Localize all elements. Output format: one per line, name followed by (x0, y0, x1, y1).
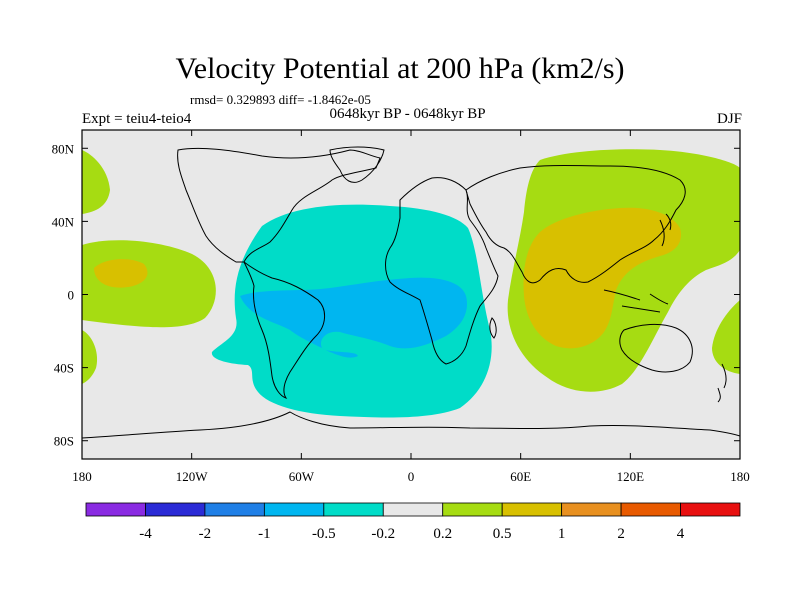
colorbar-swatch (680, 502, 741, 517)
colorbar-swatch (382, 502, 444, 517)
asia-indian-orange-region (523, 207, 682, 349)
west-edge-positive-south (82, 330, 98, 384)
colorbar-label: -4 (139, 526, 152, 542)
colorbar-label: 1 (558, 526, 566, 542)
axis-ticks: 180 120W 60W 0 60E 120E 180 80N 40N 0 40S 80S (52, 130, 750, 484)
lat-tick-label: 0 (68, 288, 75, 303)
colorbar-swatch (145, 502, 206, 517)
colorbar-label: -2 (199, 526, 212, 542)
antarctica-coast (82, 411, 740, 439)
colorbar-swatch (204, 502, 265, 517)
new-zealand-coast (717, 363, 727, 403)
madagascar-coast (489, 317, 497, 339)
lon-tick-label: 180 (72, 469, 92, 484)
lon-tick-label: 180 (730, 469, 750, 484)
colorbar-label: 4 (677, 526, 685, 542)
lat-tick-label: 40N (52, 214, 75, 229)
contour-fills (82, 149, 740, 418)
eurasia-coast (465, 165, 686, 284)
colorbar-label: -0.2 (371, 526, 395, 542)
season-label: DJF (716, 111, 742, 127)
lon-tick-label: 60W (289, 469, 315, 484)
lon-tick-label: 120W (176, 469, 209, 484)
lat-tick-label: 80S (54, 434, 74, 449)
colorbar-swatch (85, 502, 146, 517)
period-label: 0648kyr BP - 0648kyr BP (329, 106, 486, 122)
south-america-coast (243, 261, 325, 399)
australia-coast (619, 323, 693, 373)
colorbar-swatch (263, 502, 325, 517)
colorbar-swatch (442, 502, 503, 517)
colorbar-swatch (323, 502, 384, 517)
lat-tick-label: 40S (54, 361, 74, 376)
colorbar-label: 0.2 (433, 526, 452, 542)
lon-tick-label: 60E (510, 469, 531, 484)
coastlines (82, 146, 740, 439)
colorbar-swatch (561, 502, 622, 517)
south-america-africa-deeper-negative (240, 277, 468, 358)
indonesia-coast (603, 289, 669, 313)
lon-tick-label: 120E (617, 469, 645, 484)
east-edge-positive-south (712, 300, 740, 374)
rmsd-diff-label: rmsd= 0.329893 diff= -1.8462e-05 (190, 92, 371, 107)
north-america-coast (177, 147, 381, 263)
pacific-orange-region (94, 259, 148, 288)
japan-coast (659, 213, 672, 247)
colorbar-label: 2 (617, 526, 625, 542)
colorbar-label: 0.5 (493, 526, 512, 542)
west-edge-positive-north (82, 150, 110, 214)
lon-tick-label: 0 (408, 469, 415, 484)
colorbar-label: -0.5 (312, 526, 336, 542)
colorbar-swatch (620, 502, 681, 517)
colorbar-label: -1 (258, 526, 271, 542)
lat-tick-label: 80N (52, 141, 75, 156)
greenland-coast (329, 146, 385, 183)
plot-title: Velocity Potential at 200 hPa (km2/s) (175, 52, 625, 85)
colorbar: -4 -2 -1 -0.5 -0.2 0.2 0.5 1 2 4 (85, 502, 741, 542)
colorbar-swatch (501, 502, 563, 517)
experiment-label: Expt = teiu4-teio4 (82, 111, 192, 127)
